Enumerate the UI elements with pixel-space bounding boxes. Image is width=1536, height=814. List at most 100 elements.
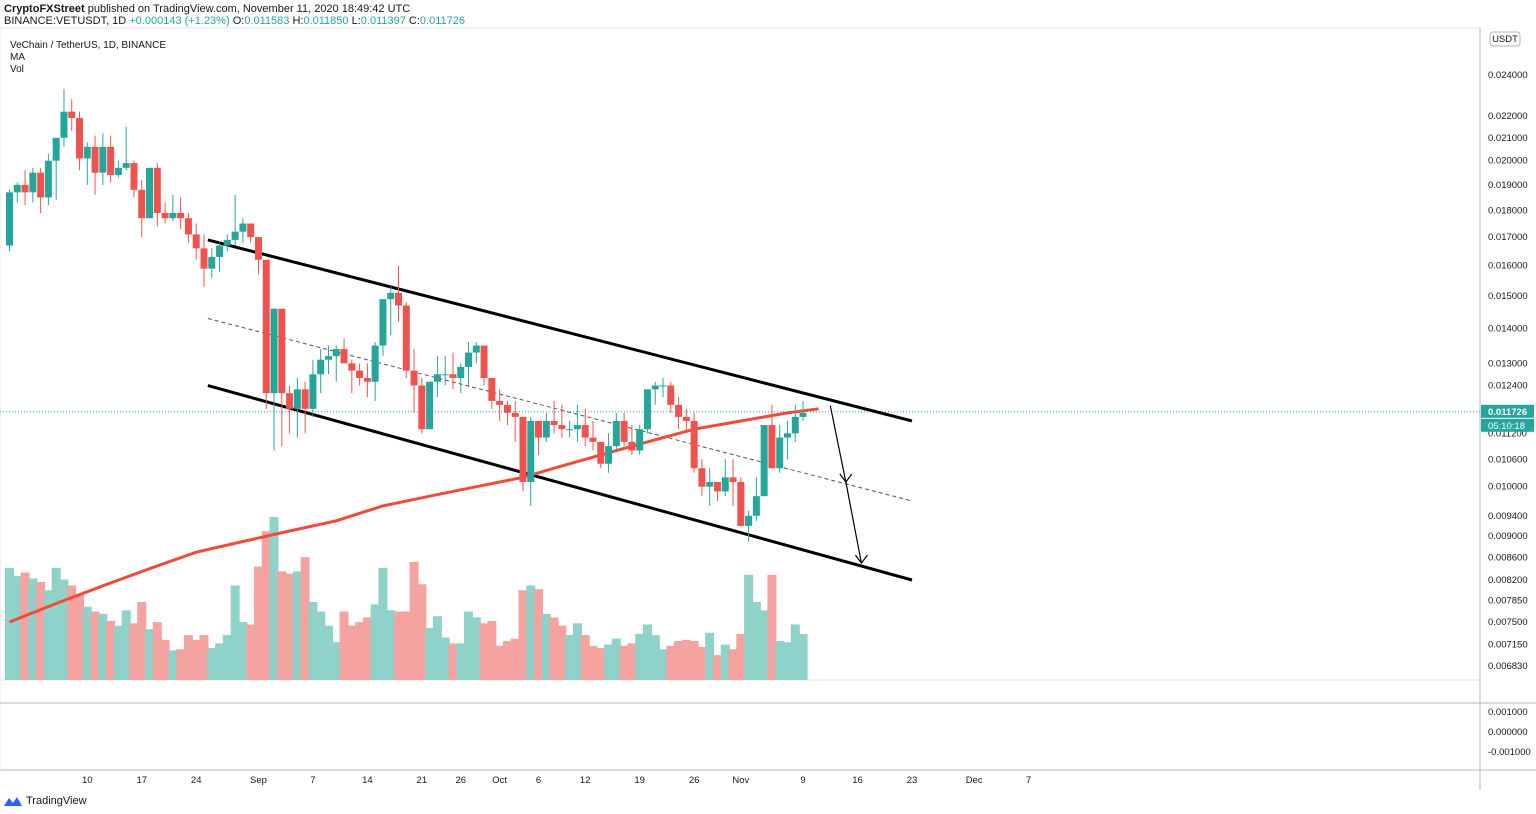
- candle-down[interactable]: [278, 308, 286, 447]
- candle-down[interactable]: [348, 359, 356, 394]
- candle-up[interactable]: [371, 342, 379, 401]
- candle-down[interactable]: [107, 135, 115, 183]
- candle-down[interactable]: [356, 363, 364, 386]
- candle-up[interactable]: [114, 160, 122, 178]
- candle-down[interactable]: [620, 412, 628, 447]
- candle-up[interactable]: [799, 400, 807, 421]
- candle-down[interactable]: [21, 170, 29, 206]
- candle-up[interactable]: [441, 356, 449, 386]
- candle-down[interactable]: [37, 167, 45, 213]
- candle-up[interactable]: [527, 416, 535, 506]
- candle-down[interactable]: [161, 202, 169, 224]
- candle-up[interactable]: [472, 342, 480, 364]
- candle-down[interactable]: [480, 345, 488, 386]
- candle-up[interactable]: [387, 286, 395, 336]
- candlesticks[interactable]: [6, 88, 807, 542]
- candle-down[interactable]: [729, 459, 737, 506]
- candle-down[interactable]: [91, 135, 99, 195]
- candle-up[interactable]: [231, 194, 239, 246]
- candle-up[interactable]: [216, 242, 224, 272]
- candle-down[interactable]: [200, 234, 208, 287]
- candle-up[interactable]: [426, 381, 434, 430]
- candle-up[interactable]: [83, 142, 91, 185]
- candle-up[interactable]: [573, 404, 581, 442]
- candle-down[interactable]: [418, 378, 426, 434]
- candle-up[interactable]: [379, 299, 387, 357]
- candle-down[interactable]: [68, 99, 76, 132]
- candle-down[interactable]: [682, 408, 690, 434]
- candle-down[interactable]: [449, 352, 457, 390]
- candle-down[interactable]: [667, 381, 675, 413]
- candle-up[interactable]: [643, 389, 651, 434]
- candle-up[interactable]: [566, 420, 574, 438]
- candle-up[interactable]: [433, 356, 441, 398]
- candle-down[interactable]: [301, 381, 309, 434]
- candle-up[interactable]: [223, 234, 231, 252]
- candle-up[interactable]: [29, 167, 37, 203]
- candle-down[interactable]: [675, 397, 683, 430]
- candle-down[interactable]: [698, 459, 706, 497]
- candle-up[interactable]: [791, 404, 799, 442]
- candle-up[interactable]: [270, 308, 278, 451]
- candle-up[interactable]: [760, 425, 768, 497]
- candle-up[interactable]: [612, 412, 620, 451]
- candle-down[interactable]: [519, 416, 527, 492]
- candle-up[interactable]: [6, 189, 13, 252]
- candle-down[interactable]: [177, 197, 185, 229]
- candle-down[interactable]: [550, 400, 558, 434]
- candle-down[interactable]: [184, 212, 192, 243]
- candle-down[interactable]: [262, 259, 270, 409]
- candle-down[interactable]: [488, 378, 496, 409]
- candle-up[interactable]: [651, 381, 659, 405]
- candle-down[interactable]: [247, 223, 255, 243]
- currency-badge[interactable]: [1489, 31, 1521, 47]
- candle-down[interactable]: [597, 441, 605, 469]
- candle-up[interactable]: [208, 248, 216, 278]
- candle-up[interactable]: [332, 345, 340, 382]
- candle-up[interactable]: [721, 459, 729, 497]
- candle-down[interactable]: [558, 404, 566, 438]
- candle-up[interactable]: [605, 433, 613, 473]
- price-axis[interactable]: USDT 0.024000 0.022000 0.021000 0.020000 0.01…: [1481, 31, 1534, 758]
- candle-up[interactable]: [317, 349, 325, 394]
- candle-up[interactable]: [239, 218, 247, 243]
- candle-up[interactable]: [324, 345, 332, 375]
- candle-down[interactable]: [286, 385, 294, 434]
- candle-up[interactable]: [60, 88, 68, 147]
- candle-up[interactable]: [99, 133, 107, 185]
- candle-up[interactable]: [169, 194, 177, 221]
- candle-up[interactable]: [706, 468, 714, 506]
- candle-down[interactable]: [130, 160, 138, 198]
- candle-up[interactable]: [465, 342, 473, 386]
- tradingview-logo[interactable]: TradingView: [4, 795, 87, 807]
- candle-down[interactable]: [395, 265, 402, 322]
- candle-up[interactable]: [309, 359, 317, 417]
- candle-down[interactable]: [138, 179, 146, 238]
- candle-down[interactable]: [410, 349, 418, 413]
- candle-down[interactable]: [690, 412, 698, 473]
- candle-down[interactable]: [713, 482, 721, 502]
- candle-down[interactable]: [535, 420, 543, 455]
- candle-up[interactable]: [659, 378, 667, 398]
- candle-down[interactable]: [768, 404, 776, 469]
- candle-up[interactable]: [745, 510, 753, 542]
- candle-down[interactable]: [340, 338, 348, 364]
- candle-down[interactable]: [589, 420, 597, 451]
- candle-up[interactable]: [776, 425, 784, 473]
- candle-up[interactable]: [542, 412, 550, 442]
- candle-up[interactable]: [457, 363, 465, 394]
- candle-down[interactable]: [503, 400, 511, 426]
- candle-up[interactable]: [293, 378, 301, 438]
- candle-down[interactable]: [254, 237, 262, 275]
- candle-down[interactable]: [192, 223, 200, 260]
- candle-up[interactable]: [52, 137, 60, 200]
- candle-down[interactable]: [76, 111, 84, 171]
- candle-down[interactable]: [581, 408, 589, 447]
- candle-down[interactable]: [737, 477, 745, 526]
- candle-up[interactable]: [44, 153, 52, 206]
- time-axis[interactable]: 10 17 24 Sep 7 14 21 26 Oct 6 12 19 26 Nov 9 16 23 Dec 7: [82, 775, 1031, 786]
- candle-up[interactable]: [13, 182, 21, 203]
- candle-down[interactable]: [153, 163, 161, 227]
- candle-down[interactable]: [363, 363, 371, 398]
